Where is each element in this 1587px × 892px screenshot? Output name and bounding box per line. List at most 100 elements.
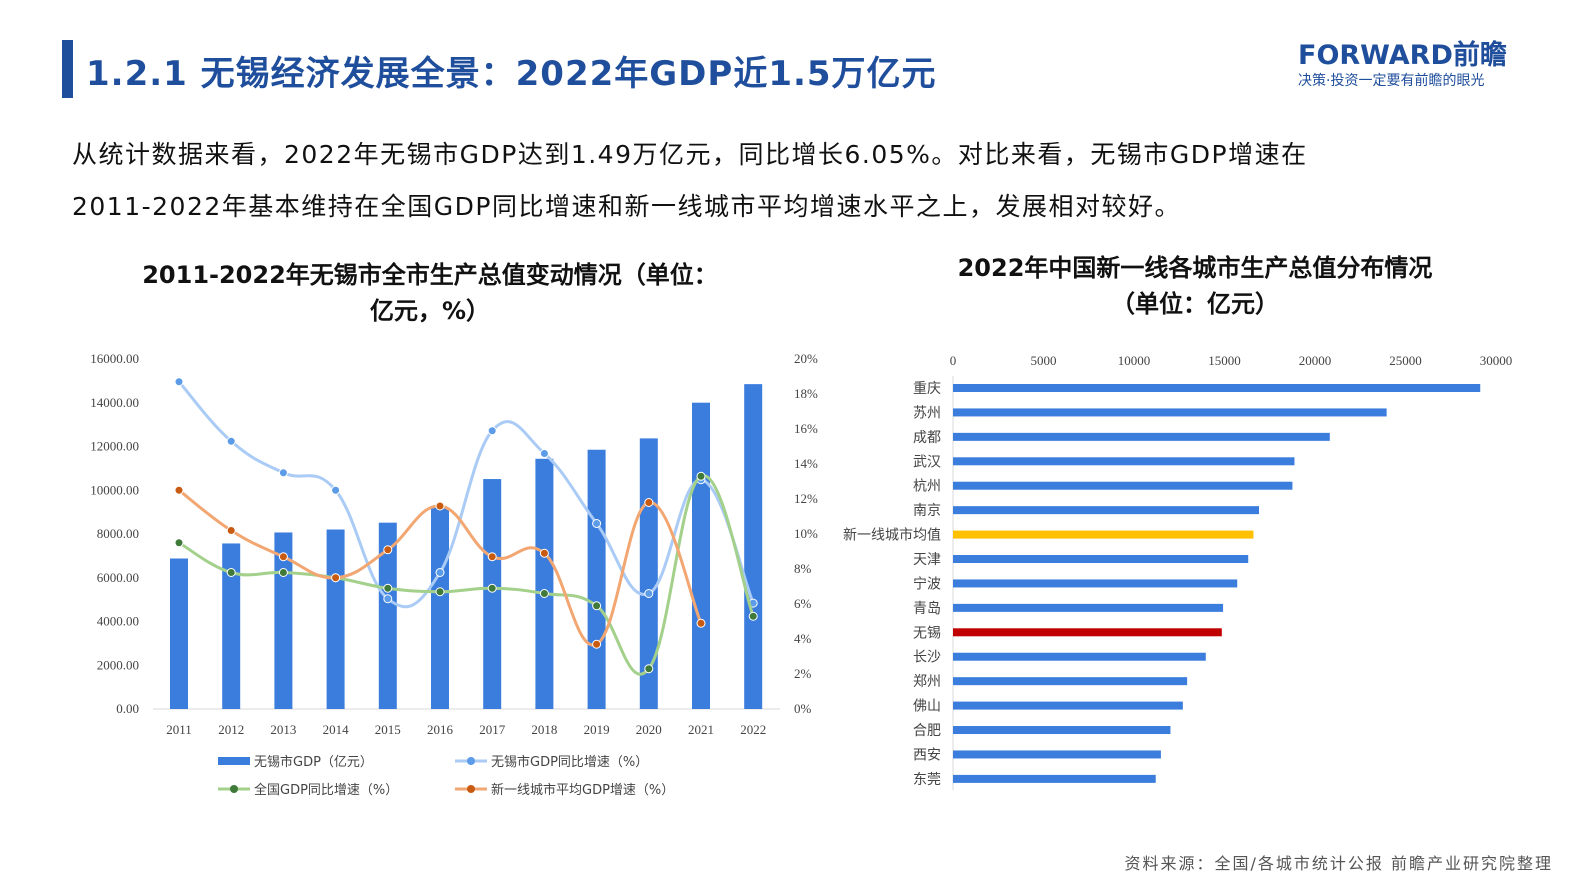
summary-line-2: 2011-2022年基本维持在全国GDP同比增速和新一线城市平均增速水平之上，发… <box>72 192 1181 221</box>
right-y-tick: 10% <box>794 526 818 541</box>
growth-point-1 <box>435 587 445 597</box>
city-label: 杭州 <box>913 479 941 495</box>
gdp-bar <box>378 522 397 709</box>
x-tick: 15000 <box>1208 353 1241 368</box>
x-tick: 2015 <box>375 722 401 737</box>
x-tick: 2017 <box>479 722 506 737</box>
city-label: 成都 <box>913 430 941 446</box>
growth-point-1 <box>383 583 393 593</box>
x-tick: 2016 <box>427 722 454 737</box>
growth-point-1 <box>748 611 758 621</box>
x-tick: 2014 <box>323 722 350 737</box>
city-bar <box>953 652 1206 661</box>
legend-label: 全国GDP同比增速（%） <box>254 782 398 798</box>
city-bar <box>953 579 1238 588</box>
city-bar <box>953 432 1330 441</box>
growth-point-1 <box>644 664 654 674</box>
growth-line-1 <box>178 474 755 676</box>
city-label: 无锡 <box>913 625 941 641</box>
growth-point-0 <box>278 468 288 478</box>
x-tick: 2018 <box>531 722 557 737</box>
gdp-bar <box>274 532 293 709</box>
left-chart-title: 2011-2022年无锡市全市生产总值变动情况（单位： 亿元，%） <box>80 257 780 329</box>
right-chart-title-line2: （单位：亿元） <box>1111 290 1279 318</box>
left-y-tick: 0.00 <box>116 701 139 716</box>
city-label: 东莞 <box>913 772 941 788</box>
x-tick: 2013 <box>270 722 296 737</box>
left-y-tick: 12000.00 <box>90 439 139 454</box>
city-label: 重庆 <box>913 381 941 397</box>
left-y-tick: 4000.00 <box>97 614 139 629</box>
city-label: 长沙 <box>913 650 941 666</box>
gdp-bar <box>170 558 188 709</box>
growth-point-2 <box>487 552 497 562</box>
growth-point-2 <box>435 501 445 511</box>
gdp-bar <box>692 402 710 709</box>
right-y-tick: 0% <box>794 701 812 716</box>
legend-marker <box>230 785 238 793</box>
x-tick: 2020 <box>636 722 662 737</box>
growth-point-1 <box>487 583 497 593</box>
city-label: 武汉 <box>913 454 941 470</box>
left-y-tick: 6000.00 <box>97 570 139 585</box>
city-bar <box>953 555 1249 564</box>
growth-point-0 <box>592 519 602 528</box>
x-tick: 2021 <box>688 722 714 737</box>
x-tick: 2022 <box>740 722 766 737</box>
source-note: 资料来源：全国/各城市统计公报 前瞻产业研究院整理 <box>1124 854 1553 873</box>
x-tick: 10000 <box>1118 353 1151 368</box>
growth-point-0 <box>331 485 341 495</box>
logo-text: FORWARD前瞻 <box>1298 40 1507 71</box>
city-bar <box>953 481 1293 490</box>
growth-point-2 <box>383 545 393 555</box>
growth-point-2 <box>539 548 549 558</box>
growth-point-2 <box>331 573 341 583</box>
growth-point-2 <box>226 526 236 535</box>
title-accent-bar <box>62 40 73 98</box>
city-bar <box>953 750 1161 759</box>
growth-point-0 <box>487 426 497 436</box>
left-chart-title-line2: 亿元，%） <box>369 297 491 325</box>
city-bar <box>953 506 1260 515</box>
x-tick: 30000 <box>1480 353 1513 368</box>
city-label: 宁波 <box>913 575 941 592</box>
city-bar <box>953 457 1295 466</box>
city-label: 苏州 <box>913 405 941 421</box>
gdp-bar <box>222 543 241 709</box>
legend-label: 无锡市GDP（亿元） <box>254 754 373 770</box>
city-bar <box>953 530 1254 539</box>
x-tick: 0 <box>950 353 957 368</box>
left-y-tick: 2000.00 <box>97 657 139 672</box>
city-bar <box>953 726 1171 735</box>
growth-point-2 <box>696 618 706 628</box>
logo: FORWARD前瞻 决策·投资一定要有前瞻的眼光 <box>1298 40 1507 90</box>
city-bar <box>953 701 1183 710</box>
right-y-tick: 20% <box>794 351 818 366</box>
x-tick: 2012 <box>218 722 244 737</box>
right-y-tick: 14% <box>794 456 818 471</box>
gdp-bar <box>535 458 554 709</box>
gdp-bar <box>587 449 606 709</box>
gdp-bar <box>431 507 449 709</box>
right-y-tick: 16% <box>794 421 818 436</box>
growth-point-1 <box>174 538 184 548</box>
city-label: 西安 <box>913 747 941 763</box>
city-label: 郑州 <box>913 674 941 690</box>
city-bar <box>953 408 1387 417</box>
growth-point-0 <box>644 589 654 598</box>
city-bar <box>953 603 1224 612</box>
growth-point-1 <box>278 568 288 577</box>
right-y-tick: 12% <box>794 491 818 506</box>
growth-point-2 <box>644 498 654 507</box>
left-y-tick: 10000.00 <box>90 482 139 497</box>
gdp-bar <box>326 529 345 709</box>
growth-point-0 <box>435 568 445 577</box>
city-bar <box>953 384 1481 392</box>
growth-point-1 <box>226 568 236 577</box>
growth-point-0 <box>226 436 236 446</box>
x-tick: 25000 <box>1389 353 1422 368</box>
x-tick: 5000 <box>1031 353 1057 368</box>
summary-line-1: 从统计数据来看，2022年无锡市GDP达到1.49万亿元，同比增长6.05%。对… <box>72 140 1308 169</box>
logo-slogan: 决策·投资一定要有前瞻的眼光 <box>1298 73 1485 89</box>
